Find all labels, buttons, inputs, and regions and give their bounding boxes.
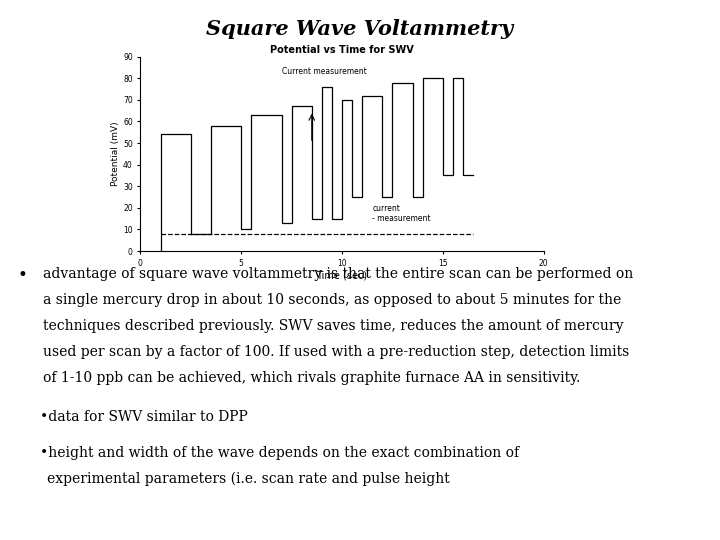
Title: Potential vs Time for SWV: Potential vs Time for SWV — [270, 44, 414, 55]
Text: used per scan by a factor of 100. If used with a pre-reduction step, detection l: used per scan by a factor of 100. If use… — [43, 345, 629, 359]
Text: a single mercury drop in about 10 seconds, as opposed to about 5 minutes for the: a single mercury drop in about 10 second… — [43, 293, 621, 307]
Text: current
- measurement: current - measurement — [372, 204, 431, 223]
Text: techniques described previously. SWV saves time, reduces the amount of mercury: techniques described previously. SWV sav… — [43, 319, 624, 333]
Text: •height and width of the wave depends on the exact combination of: •height and width of the wave depends on… — [40, 446, 518, 460]
Text: •data for SWV similar to DPP: •data for SWV similar to DPP — [40, 410, 248, 424]
Text: advantage of square wave voltammetry is that the entire scan can be performed on: advantage of square wave voltammetry is … — [43, 267, 634, 281]
Text: Square Wave Voltammetry: Square Wave Voltammetry — [207, 19, 513, 39]
Text: experimental parameters (i.e. scan rate and pulse height: experimental parameters (i.e. scan rate … — [47, 471, 449, 486]
Text: •: • — [18, 267, 28, 284]
Y-axis label: Potential (mV): Potential (mV) — [111, 122, 120, 186]
Text: Current measurement: Current measurement — [282, 68, 366, 77]
X-axis label: Time (sec): Time (sec) — [316, 271, 368, 280]
Text: of 1-10 ppb can be achieved, which rivals graphite furnace AA in sensitivity.: of 1-10 ppb can be achieved, which rival… — [43, 371, 580, 385]
